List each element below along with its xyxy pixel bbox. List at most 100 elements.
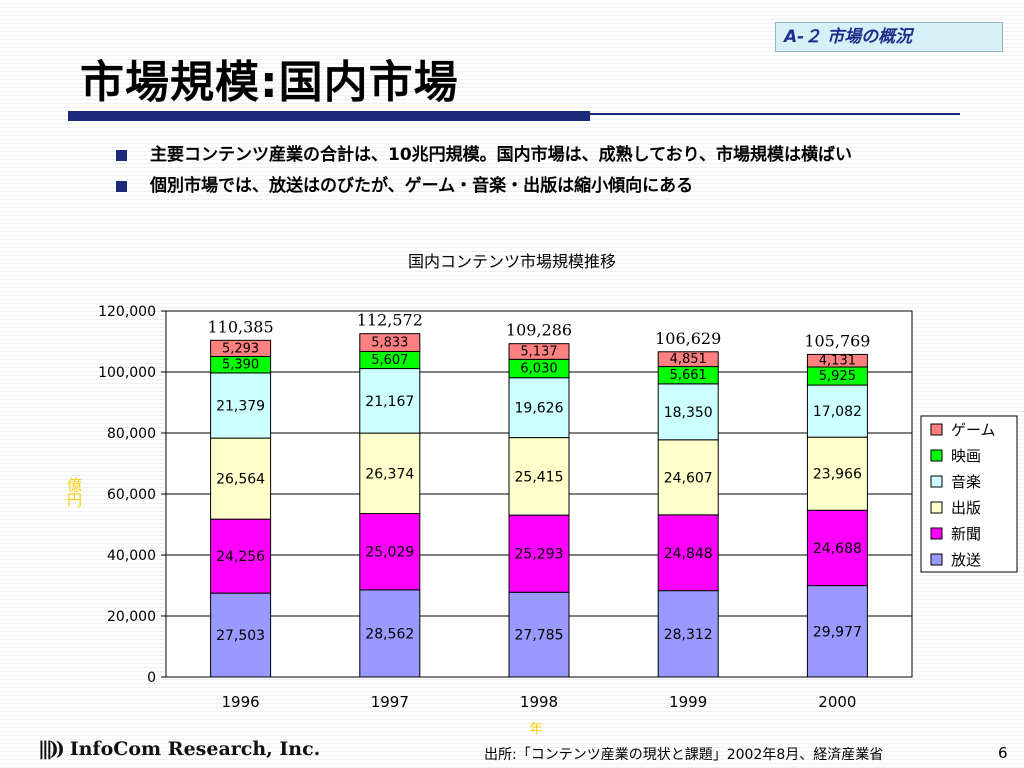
bar-segment (359, 589, 421, 678)
bar-segment (508, 514, 570, 593)
company-logo: |||)) InfoCom Research, Inc. (38, 738, 320, 760)
bar-segment (806, 353, 868, 368)
legend-label: 新聞 (951, 525, 981, 543)
bullet-text: 個別市場では、放送はのびたが、ゲーム・音楽・出版は縮小傾向にある (150, 176, 694, 196)
bar-segment (657, 514, 719, 592)
data-label: 5,833 (371, 336, 408, 351)
data-label: 5,607 (371, 353, 408, 368)
section-tag: A-２ 市場の概況 (775, 22, 1003, 52)
bar-segment (657, 439, 719, 516)
total-label: 112,572 (357, 311, 423, 330)
page-title: 市場規模:国内市場 (80, 57, 459, 108)
logo-mark-icon: |||)) (38, 738, 65, 760)
data-label: 21,379 (216, 399, 265, 415)
data-label: 6,030 (520, 362, 557, 377)
y-tick-label: 40,000 (107, 548, 156, 564)
bar-segment (359, 333, 421, 352)
bar-segment (508, 591, 570, 678)
bullet-item: 主要コンテンツ産業の合計は、10兆円規模。国内市場は、成熟しており、市場規模は横… (112, 142, 912, 169)
bar-segment (359, 513, 421, 591)
source-note: 出所:「コンテンツ産業の現状と課題」2002年8月、経済産業省 (484, 747, 884, 763)
total-label: 110,385 (208, 317, 274, 336)
data-label: 28,312 (664, 627, 713, 643)
data-label: 24,607 (664, 470, 713, 486)
title-rule (68, 111, 590, 121)
legend-swatch (930, 423, 943, 436)
data-label: 18,350 (664, 405, 713, 421)
legend-swatch (930, 553, 943, 566)
data-label: 29,977 (813, 624, 862, 640)
legend-swatch (930, 501, 943, 514)
data-label: 24,688 (813, 541, 862, 557)
y-tick-label: 0 (147, 670, 156, 686)
data-label: 24,848 (664, 546, 713, 562)
bar-segment (806, 436, 868, 511)
bar-segment (806, 509, 868, 587)
y-tick-label: 120,000 (98, 304, 156, 320)
data-label: 28,562 (365, 626, 414, 642)
data-label: 23,966 (813, 467, 862, 483)
company-name: InfoCom Research, Inc. (69, 738, 321, 760)
data-label: 26,564 (216, 472, 265, 488)
bullet-list: 主要コンテンツ産業の合計は、10兆円規模。国内市場は、成熟しており、市場規模は横… (112, 142, 912, 204)
data-label: 5,137 (520, 345, 557, 360)
y-tick-label: 20,000 (107, 609, 156, 625)
y-axis-label: 億円 (65, 477, 83, 508)
legend-label: 放送 (951, 551, 981, 569)
data-label: 26,374 (365, 466, 414, 482)
bar-segment (806, 585, 868, 678)
bar-segment (508, 377, 570, 439)
data-label: 19,626 (515, 401, 564, 417)
legend-label: 映画 (951, 447, 981, 465)
bullet-text: 主要コンテンツ産業の合計は、10兆円規模。国内市場は、成熟しており、市場規模は横… (150, 145, 852, 165)
y-tick-label: 80,000 (107, 426, 156, 442)
bar-segment (210, 372, 272, 439)
legend (920, 415, 1018, 573)
data-label: 24,256 (216, 549, 265, 565)
data-label: 4,851 (670, 352, 707, 367)
data-label: 21,167 (365, 394, 414, 410)
data-label: 25,415 (515, 469, 564, 485)
square-bullet-icon (116, 181, 127, 192)
page-number: 6 (998, 744, 1008, 762)
bar-segment (657, 383, 719, 441)
bar-segment (508, 343, 570, 360)
x-tick-label: 1997 (371, 693, 409, 711)
data-label: 5,661 (670, 368, 707, 383)
bar-segment (508, 437, 570, 516)
y-tick-label: 100,000 (98, 365, 156, 381)
data-label: 27,785 (515, 628, 564, 644)
data-label: 5,293 (222, 341, 259, 356)
chart-title: 国内コンテンツ市場規模推移 (407, 252, 616, 271)
data-label: 4,131 (819, 354, 856, 369)
title-rule-thin (590, 113, 960, 115)
data-label: 25,293 (515, 547, 564, 563)
legend-swatch (930, 475, 943, 488)
square-bullet-icon (116, 150, 127, 161)
legend-label: 音楽 (951, 473, 981, 491)
bar-segment (657, 351, 719, 368)
x-tick-label: 2000 (818, 693, 856, 711)
data-label: 25,029 (365, 545, 414, 561)
total-label: 109,286 (506, 321, 572, 340)
data-label: 27,503 (216, 628, 265, 644)
total-label: 106,629 (655, 329, 721, 348)
bullet-item: 個別市場では、放送はのびたが、ゲーム・音楽・出版は縮小傾向にある (112, 173, 912, 200)
x-tick-label: 1998 (520, 693, 558, 711)
x-axis-label: 年 (529, 722, 542, 737)
total-label: 105,769 (804, 331, 870, 350)
y-tick-label: 60,000 (107, 487, 156, 503)
x-tick-label: 1996 (222, 693, 260, 711)
legend-label: ゲーム (951, 421, 996, 439)
legend-label: 出版 (951, 499, 981, 517)
bar-segment (210, 437, 272, 520)
data-label: 17,082 (813, 404, 862, 420)
bar-segment (210, 592, 272, 678)
bar-segment (210, 518, 272, 594)
bar-segment (359, 432, 421, 515)
bar-segment (657, 590, 719, 678)
bar-segment (359, 368, 421, 434)
legend-swatch (930, 449, 943, 462)
bar-segment (210, 339, 272, 357)
